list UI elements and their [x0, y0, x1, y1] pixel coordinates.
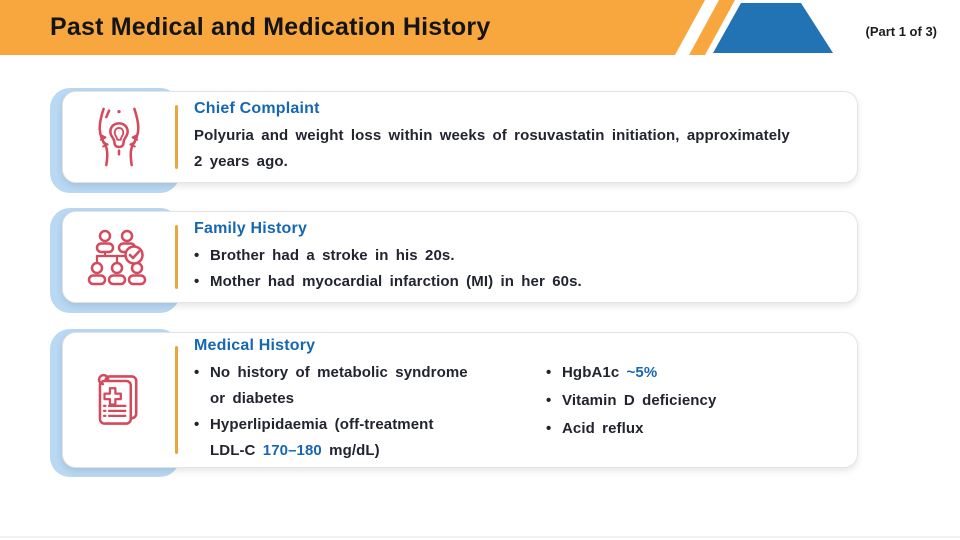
page-title: Past Medical and Medication History	[50, 13, 491, 41]
card-divider	[175, 225, 178, 289]
family-history-icon-box	[63, 228, 175, 286]
bullet-text: Acid reflux	[562, 419, 644, 437]
bullet-marker: •	[194, 246, 200, 264]
medical-history-text: Medical History • No history of metaboli…	[178, 337, 857, 464]
part-indicator: (Part 1 of 3)	[865, 24, 937, 39]
bullet-marker: •	[546, 363, 552, 381]
card-chief-complaint: Chief Complaint Polyuria and weight loss…	[62, 91, 858, 183]
bullet-line: LDL-C 170–180 mg/dL)	[210, 438, 546, 464]
ldl-unit: mg/dL)	[321, 441, 380, 459]
bullet-text: Mother had myocardial infarction (MI) in…	[210, 272, 582, 290]
card-divider	[175, 105, 178, 169]
medical-history-icon-box	[63, 369, 175, 431]
family-history-heading: Family History	[194, 219, 308, 237]
bullet-text: HgbA1c ~5%	[562, 360, 837, 386]
ldl-value-highlight: 170–180	[262, 441, 322, 459]
medical-record-icon	[90, 369, 148, 431]
medical-history-right-column: • HgbA1c ~5% • Vitamin D deficiency • Ac…	[546, 360, 837, 464]
medical-history-bullet-hgba1c: • HgbA1c ~5%	[546, 360, 837, 386]
slide-header: Past Medical and Medication History (Par…	[0, 0, 960, 55]
card-divider	[175, 346, 178, 454]
bullet-line: or diabetes	[210, 389, 295, 407]
card-family-history: Family History • Brother had a stroke in…	[62, 211, 858, 303]
ldl-label: LDL-C	[210, 441, 263, 459]
pelvic-polyuria-icon	[90, 101, 148, 173]
medical-history-bullet-acid-reflux: • Acid reflux	[546, 416, 837, 442]
bullet-text: Vitamin D deficiency	[562, 391, 717, 409]
family-history-bullet-1: • Brother had a stroke in his 20s.	[194, 243, 837, 269]
medical-history-heading: Medical History	[194, 336, 316, 354]
bullet-marker: •	[194, 415, 200, 433]
chief-complaint-line-1: Polyuria and weight loss within weeks of…	[194, 126, 790, 144]
card-medical-history: Medical History • No history of metaboli…	[62, 332, 858, 468]
bullet-marker: •	[194, 363, 200, 381]
bullet-line: Hyperlipidaemia (off-treatment	[210, 415, 434, 433]
bullet-line: No history of metabolic syndrome	[210, 363, 468, 381]
bullet-marker: •	[194, 272, 200, 290]
bullet-marker: •	[546, 419, 552, 437]
medical-history-bullet-metabolic: • No history of metabolic syndrome or di…	[194, 360, 546, 412]
chief-complaint-heading: Chief Complaint	[194, 99, 320, 117]
medical-history-bullet-vitamin-d: • Vitamin D deficiency	[546, 388, 837, 414]
hgba1c-label: HgbA1c	[562, 363, 627, 381]
chief-complaint-text: Chief Complaint Polyuria and weight loss…	[178, 100, 857, 175]
family-history-text: Family History • Brother had a stroke in…	[178, 220, 857, 295]
header-orange-band	[0, 0, 705, 55]
family-tree-check-icon	[87, 228, 151, 286]
medical-history-bullet-hyperlipidaemia: • Hyperlipidaemia (off-treatment LDL-C 1…	[194, 412, 546, 464]
chief-complaint-icon-box	[63, 101, 175, 173]
footer-divider-line	[0, 536, 960, 538]
bullet-marker: •	[546, 391, 552, 409]
hgba1c-value-highlight: ~5%	[626, 363, 658, 381]
chief-complaint-line-2: 2 years ago.	[194, 152, 288, 170]
bullet-text: Brother had a stroke in his 20s.	[210, 246, 455, 264]
family-history-bullet-2: • Mother had myocardial infarction (MI) …	[194, 269, 837, 295]
medical-history-left-column: • No history of metabolic syndrome or di…	[194, 360, 546, 464]
